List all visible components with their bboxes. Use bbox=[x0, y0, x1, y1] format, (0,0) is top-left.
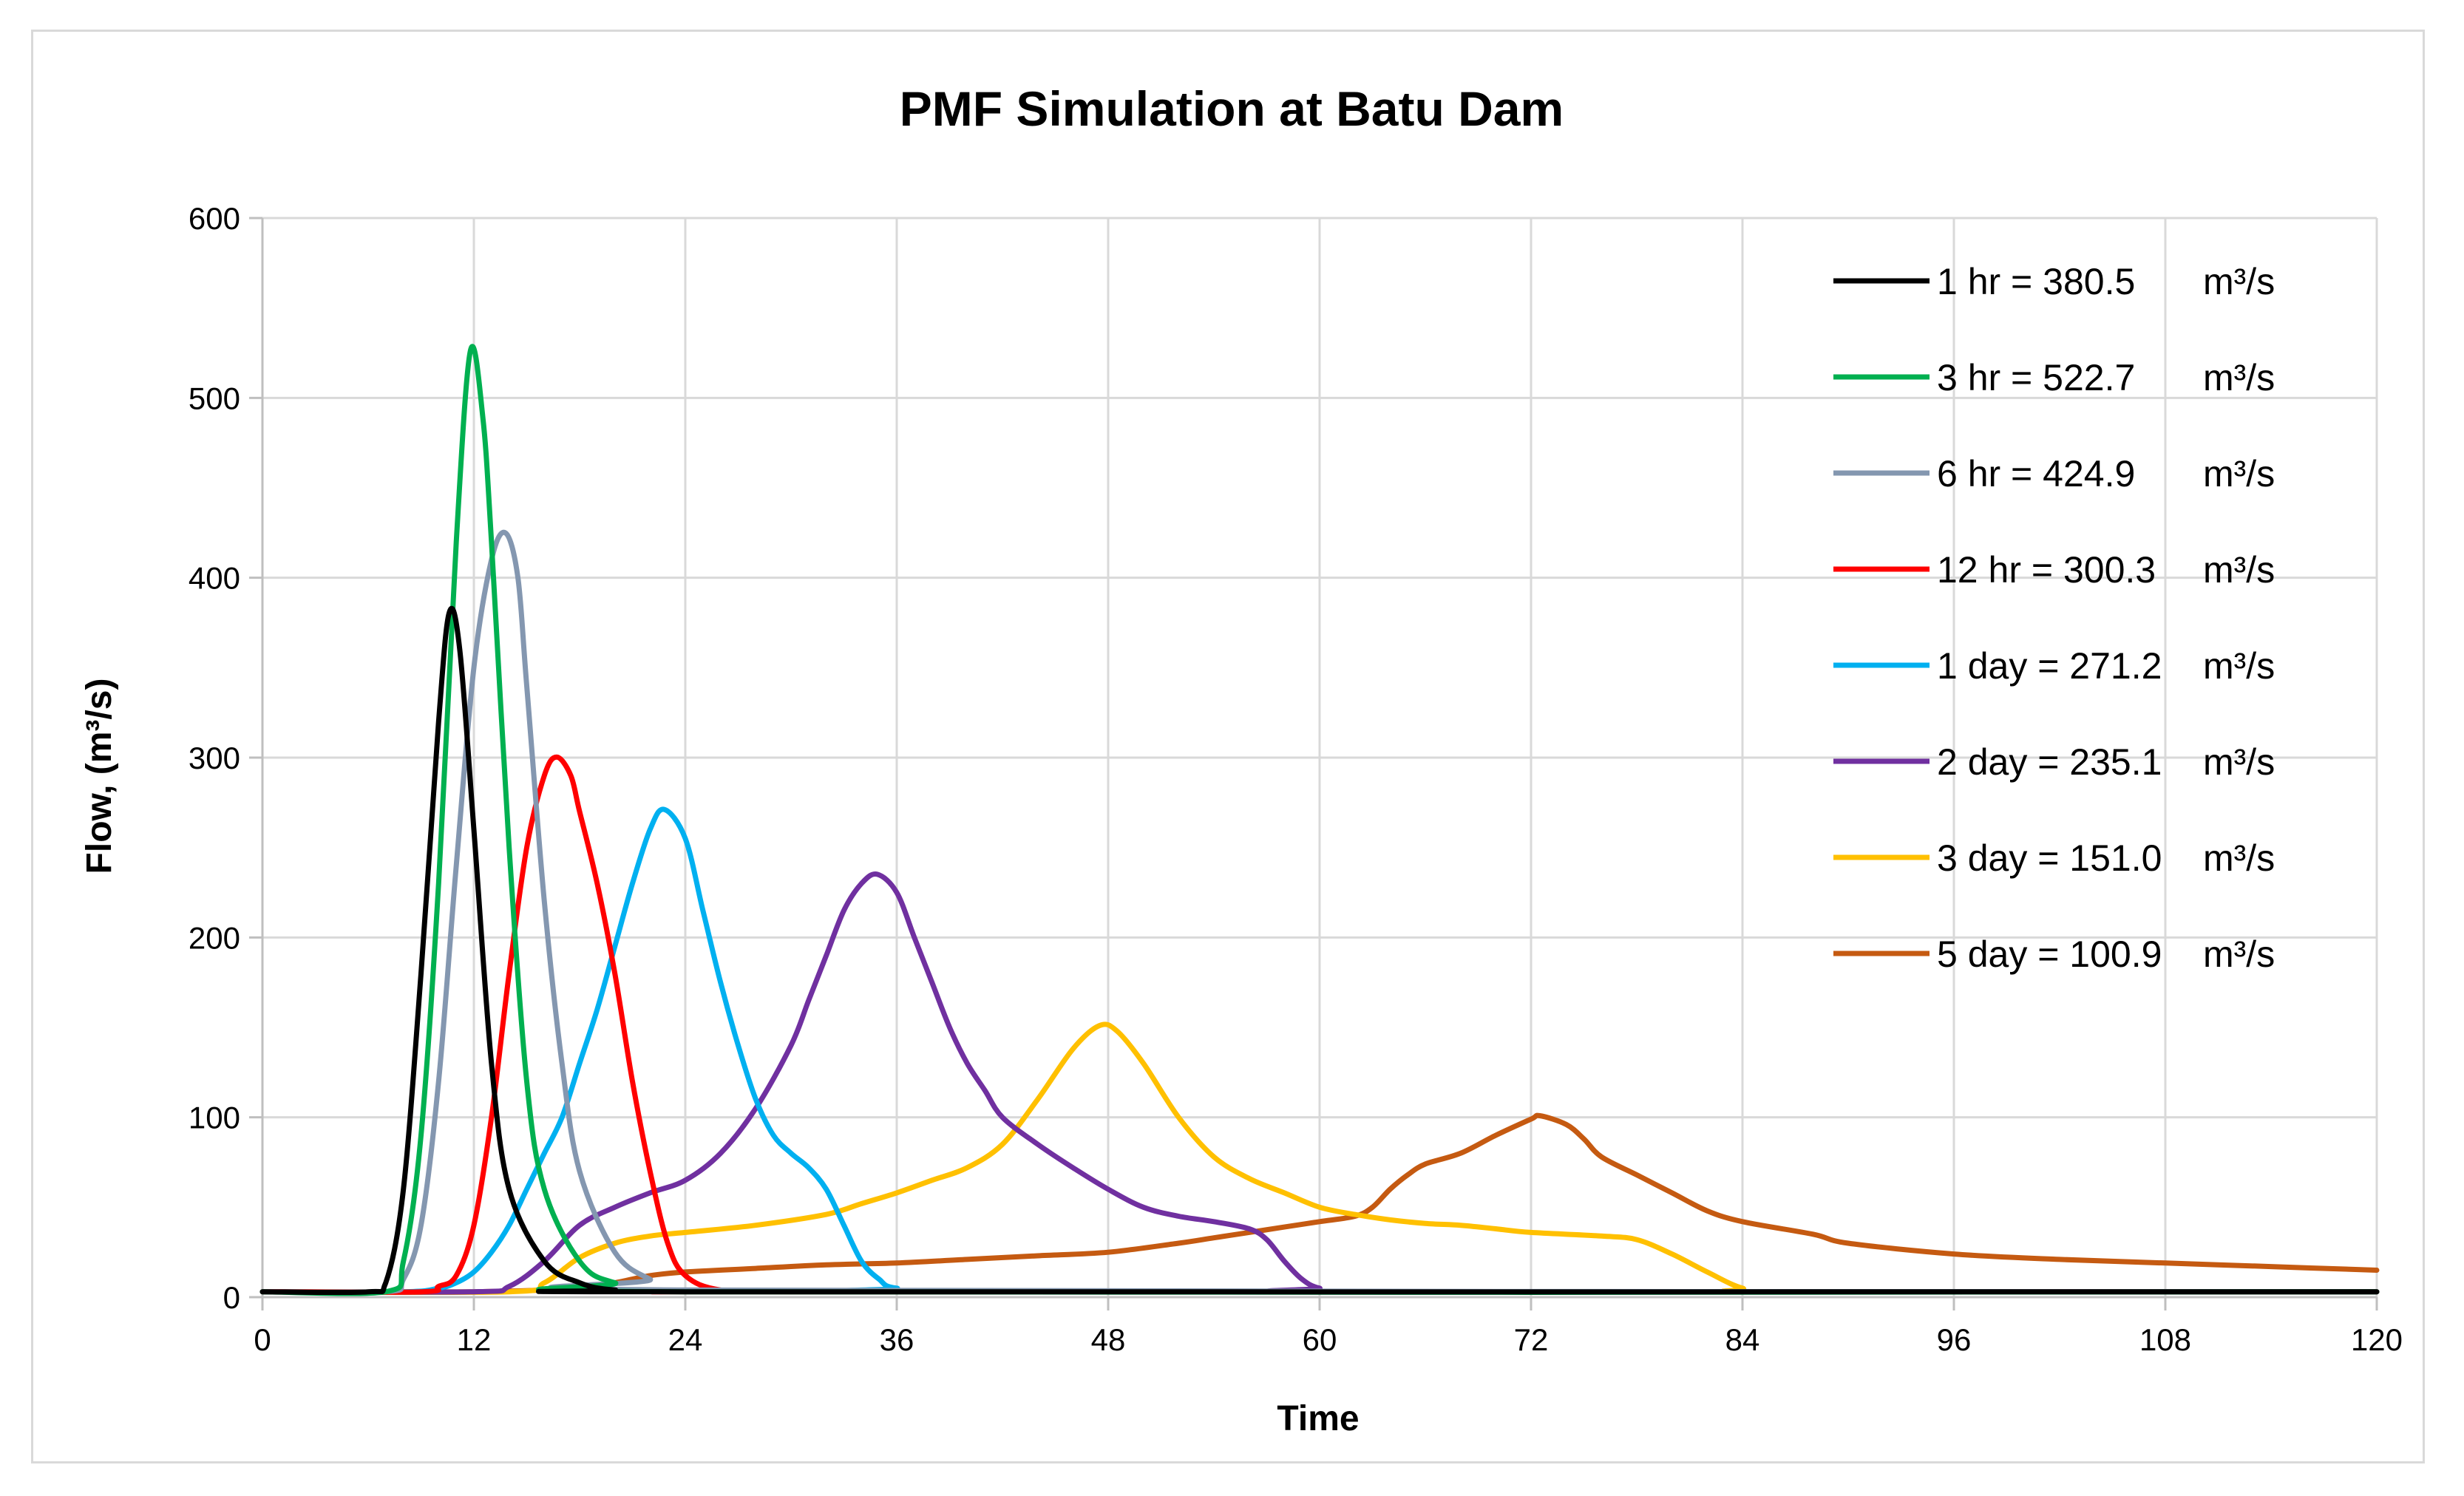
y-tick-label: 200 bbox=[189, 920, 240, 955]
legend-unit-1-hr: m³/s bbox=[2203, 261, 2275, 302]
series-line-2-day bbox=[259, 871, 2380, 1295]
x-tick-label: 120 bbox=[2351, 1322, 2403, 1357]
legend-label-1-hr: 1 hr = 380.5 bbox=[1937, 261, 2135, 302]
x-tick-label: 96 bbox=[1937, 1322, 1972, 1357]
y-tick-label: 300 bbox=[189, 741, 240, 775]
chart-title: PMF Simulation at Batu Dam bbox=[900, 81, 1564, 136]
legend-label-12-hr: 12 hr = 300.3 bbox=[1937, 549, 2156, 591]
legend-unit-2-day: m³/s bbox=[2203, 741, 2275, 783]
x-tick-label: 108 bbox=[2139, 1322, 2191, 1357]
y-tick-label: 500 bbox=[189, 381, 240, 415]
y-axis-label: Flow, (m³/s) bbox=[80, 679, 119, 874]
legend-label-2-day: 2 day = 235.1 bbox=[1937, 741, 2162, 783]
y-tick-label: 600 bbox=[189, 201, 240, 236]
legend-unit-1-day: m³/s bbox=[2203, 645, 2275, 687]
series-line-1-hr bbox=[259, 605, 2380, 1296]
x-tick-label: 12 bbox=[457, 1322, 492, 1357]
legend-unit-3-day: m³/s bbox=[2203, 837, 2275, 879]
x-tick-label: 84 bbox=[1725, 1322, 1760, 1357]
legend-label-5-day: 5 day = 100.9 bbox=[1937, 934, 2162, 975]
series-line-5-day bbox=[259, 1112, 2380, 1295]
x-axis-label: Time bbox=[1277, 1399, 1359, 1438]
x-tick-label: 60 bbox=[1303, 1322, 1337, 1357]
axis-layer: 0 100 200 300 400 500 600 0 12 24 36 48 60 72 84 96 108 1… bbox=[189, 201, 2403, 1357]
x-tick-label: 48 bbox=[1091, 1322, 1126, 1357]
legend-unit-3-hr: m³/s bbox=[2203, 357, 2275, 398]
legend-unit-12-hr: m³/s bbox=[2203, 549, 2275, 591]
y-tick-label: 400 bbox=[189, 561, 240, 596]
legend-label-6-hr: 6 hr = 424.9 bbox=[1937, 453, 2135, 494]
series-layer bbox=[259, 344, 2380, 1296]
x-tick-label: 72 bbox=[1514, 1322, 1549, 1357]
legend-label-3-day: 3 day = 151.0 bbox=[1937, 837, 2162, 879]
y-tick-label: 0 bbox=[223, 1280, 240, 1315]
y-tick-label: 100 bbox=[189, 1101, 240, 1135]
legend-label-3-hr: 3 hr = 522.7 bbox=[1937, 357, 2135, 398]
x-tick-label: 0 bbox=[254, 1322, 271, 1357]
legend: 1 hr = 380.5 m³/s 3 hr = 522.7 m³/s 6 hr = 4… bbox=[1833, 261, 2275, 975]
legend-label-1-day: 1 day = 271.2 bbox=[1937, 645, 2162, 687]
x-tick-label: 24 bbox=[668, 1322, 703, 1357]
legend-unit-5-day: m³/s bbox=[2203, 934, 2275, 975]
legend-unit-6-hr: m³/s bbox=[2203, 453, 2275, 494]
x-tick-label: 36 bbox=[880, 1322, 914, 1357]
